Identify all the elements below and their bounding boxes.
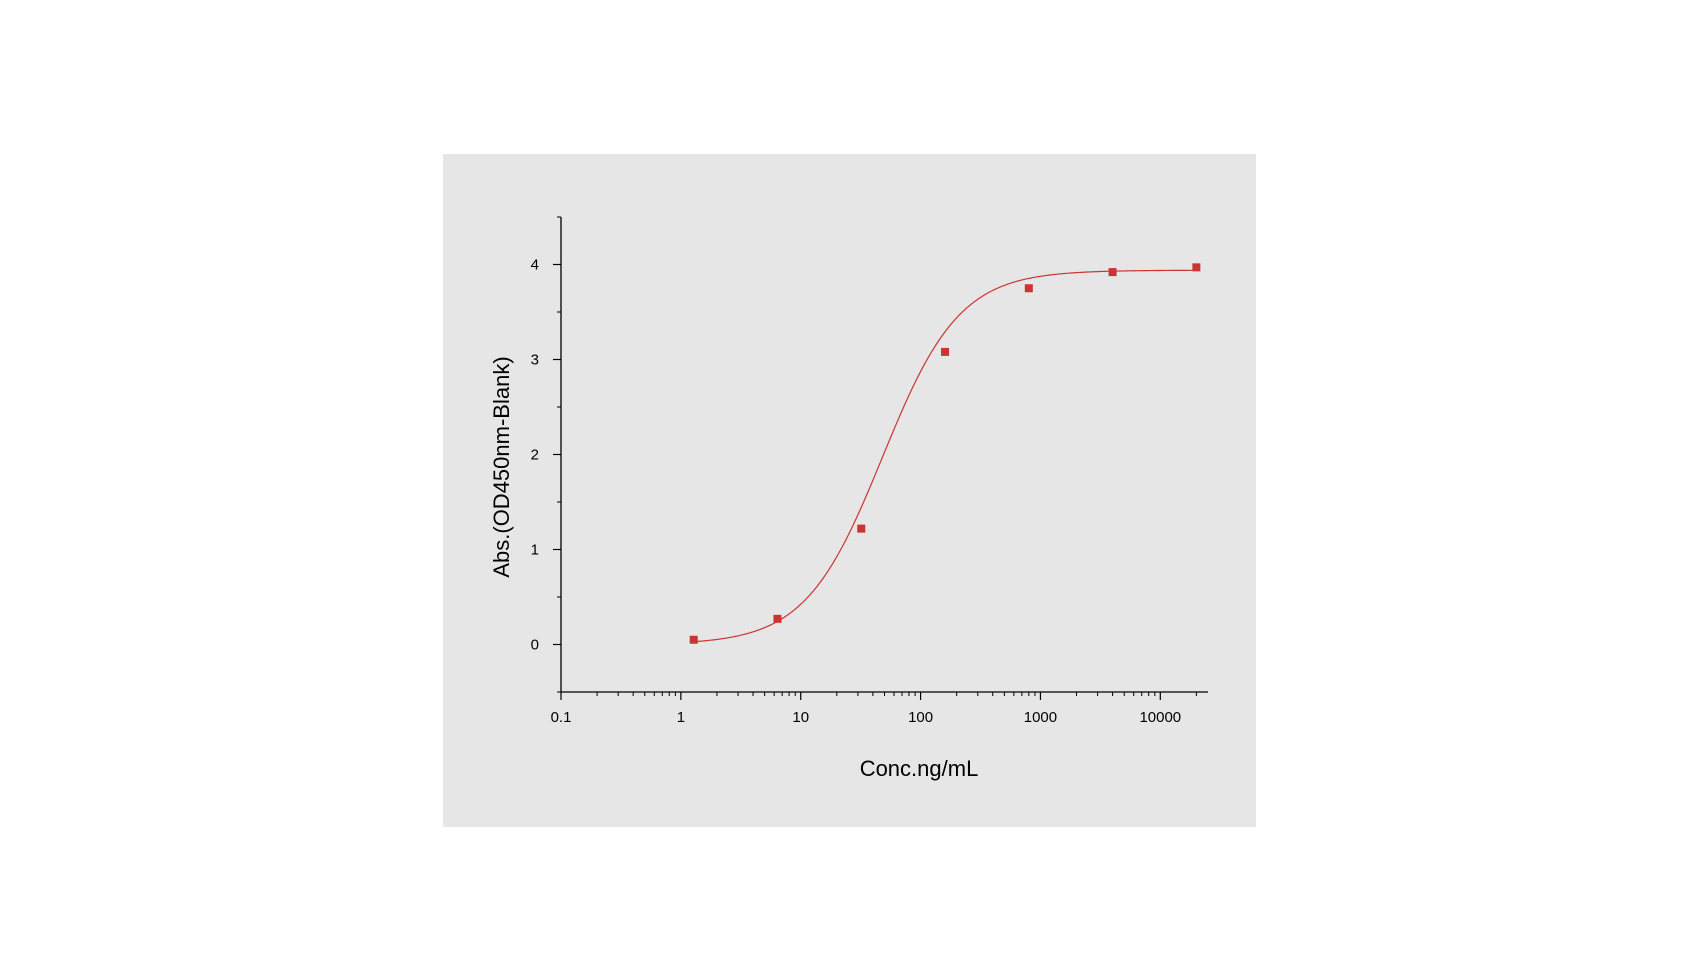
x-tick-label: 10000 — [1139, 709, 1181, 726]
y-tick-label: 0 — [531, 637, 539, 654]
data-point — [689, 635, 698, 644]
x-tick-label: 1 — [677, 709, 685, 726]
data-points — [689, 263, 1201, 644]
data-point — [1192, 263, 1201, 272]
x-tick-label: 1000 — [1024, 709, 1057, 726]
ticks — [553, 216, 1197, 700]
data-point — [857, 524, 866, 533]
data-point — [773, 614, 782, 623]
x-tick-label: 0.1 — [551, 709, 572, 726]
data-point — [1024, 284, 1033, 293]
y-tick-label: 2 — [531, 447, 539, 464]
x-tick-label: 100 — [908, 709, 933, 726]
y-tick-label: 4 — [531, 257, 539, 274]
y-tick-label: 3 — [531, 352, 539, 369]
data-point — [941, 347, 950, 356]
y-axis-title: Abs.(OD450nm-Blank) — [489, 356, 514, 577]
x-axis-title: Conc.ng/mL — [860, 756, 979, 781]
x-tick-label: 10 — [792, 709, 809, 726]
tick-labels: 0.1 1 10 100 1000 10000 0 1 2 3 4 — [531, 257, 1182, 727]
plot-panel — [443, 154, 1256, 827]
y-tick-label: 1 — [531, 542, 539, 559]
data-point — [1108, 268, 1117, 277]
